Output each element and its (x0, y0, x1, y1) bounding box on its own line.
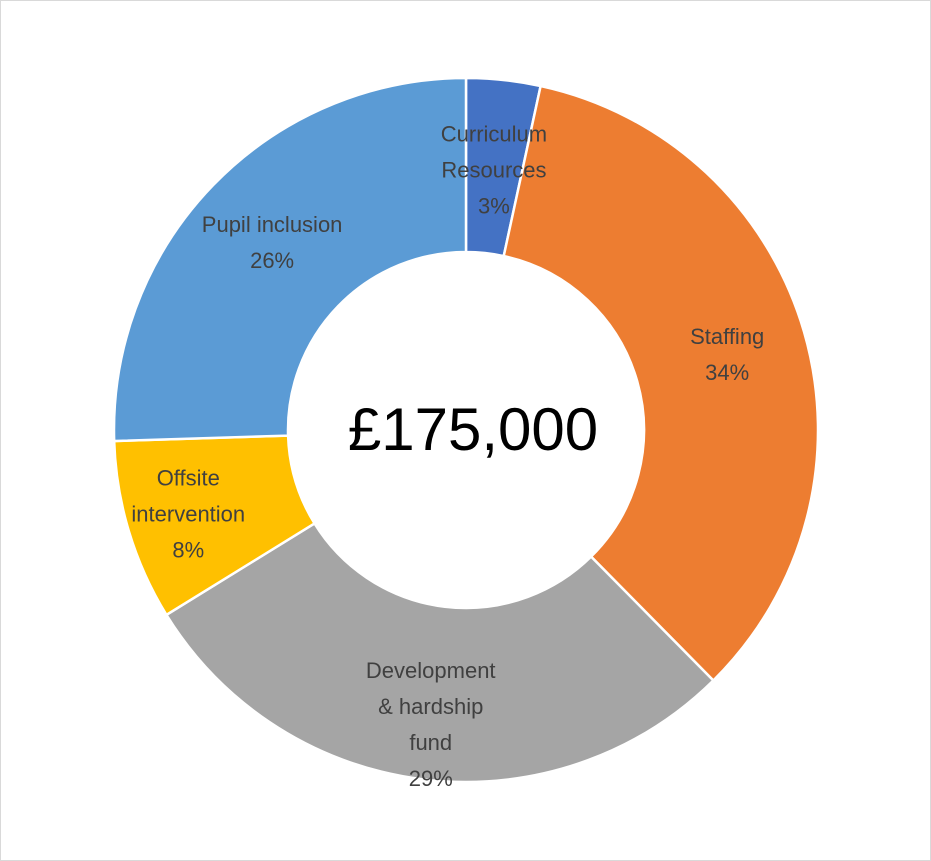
center-total: £175,000 (348, 396, 598, 463)
slice-percent: 34% (705, 360, 749, 385)
slice-label: Curriculum Resources 3% (441, 121, 547, 218)
slice-name-line: Offsite (157, 466, 220, 491)
slice-label: Pupil inclusion 26% (202, 212, 343, 273)
slice-development-hardship-fund (164, 521, 716, 784)
slice-label: Offsite intervention 8% (131, 466, 245, 563)
slice-percent: 26% (250, 248, 294, 273)
slice-name-line: Development (366, 658, 496, 683)
slice-name-line: & hardship (378, 694, 483, 719)
slice-staffing (502, 84, 820, 683)
slice-percent: 3% (478, 193, 510, 218)
slice-name-line: Staffing (690, 324, 764, 349)
slice-labels: Curriculum Resources 3% Staffing 34% Developm… (131, 121, 764, 790)
slice-percent: 29% (409, 766, 453, 791)
slice-name-line: intervention (131, 502, 245, 527)
slice-pupil-inclusion (112, 76, 468, 443)
slice-label: Staffing 34% (690, 324, 764, 385)
slice-label: Development & hardship fund 29% (366, 658, 496, 791)
slice-percent: 8% (172, 538, 204, 563)
donut-slices (112, 76, 820, 784)
slice-name-line: Pupil inclusion (202, 212, 343, 237)
slice-name-line: Resources (441, 157, 546, 182)
slice-name-line: fund (409, 730, 452, 755)
slice-name-line: Curriculum (441, 121, 547, 146)
